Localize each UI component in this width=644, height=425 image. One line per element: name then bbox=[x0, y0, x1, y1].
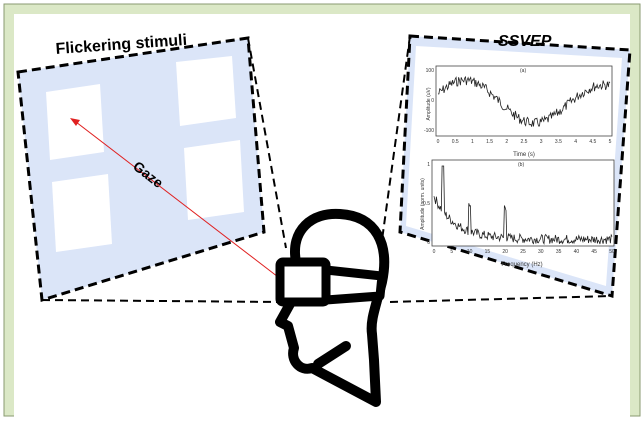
plot-b-x-tick-label: 20 bbox=[502, 249, 508, 255]
gaze-arrowhead bbox=[70, 118, 80, 126]
plot-a-x-tick-label: 0 bbox=[437, 139, 440, 145]
plot-b-y-tick-label: 0.5 bbox=[423, 201, 430, 207]
plot-a-x-tick-label: 5 bbox=[609, 139, 612, 145]
plot-a-y-tick-label: 100 bbox=[426, 68, 435, 74]
plot-a-y-tick-label: -100 bbox=[424, 128, 434, 134]
headset-visor bbox=[275, 257, 331, 307]
plot-a-axes bbox=[435, 65, 613, 137]
plot-a-x-tick-label: 0.5 bbox=[452, 139, 459, 145]
plot-b-trace bbox=[433, 165, 613, 246]
plot-a-x-tick-label: 2 bbox=[505, 139, 508, 145]
plot-b-axes bbox=[431, 159, 615, 247]
plot-a-x-tick-label: 4.5 bbox=[589, 139, 596, 145]
plot-a-x-tick-label: 1 bbox=[471, 139, 474, 145]
plot-a-x-tick-label: 4 bbox=[574, 139, 577, 145]
plot-b-x-tick-label: 10 bbox=[467, 249, 473, 255]
plot-a-x-tick-label: 3 bbox=[540, 139, 543, 145]
projection-lines bbox=[41, 35, 613, 303]
stimulus-square-bottom-left bbox=[52, 174, 112, 252]
plot-a-yticks: -100 0 100 bbox=[424, 68, 434, 134]
plot-b-x-tick-label: 30 bbox=[538, 249, 544, 255]
plot-a-ylabel: Amplitude (uV) bbox=[426, 87, 432, 120]
plot-b: (b) Amplitude (norm. units) Frequency (H… bbox=[420, 159, 615, 268]
plot-b-x-tick-label: 0 bbox=[433, 249, 436, 255]
plot-a-trace bbox=[437, 75, 611, 127]
ssvep-panel-title: SSVEP bbox=[498, 33, 552, 50]
plot-b-x-tick-label: 35 bbox=[556, 249, 562, 255]
plot-b-label: (b) bbox=[518, 162, 524, 168]
stimulus-square-top-right bbox=[176, 56, 236, 126]
projection-line-ssvep-top bbox=[381, 35, 411, 241]
plot-a-y-tick-label: 0 bbox=[431, 98, 434, 104]
plot-b-yticks: 00.51 bbox=[423, 162, 430, 246]
plot-a-x-tick-label: 1.5 bbox=[486, 139, 493, 145]
plot-b-xlabel: Frequency (Hz) bbox=[501, 262, 542, 268]
gaze-line bbox=[75, 121, 283, 281]
plot-a-xticks: 0 0.5 1 1.5 2 2.5 3 3.5 4 4.5 5 bbox=[437, 139, 612, 145]
ssvep-panel: SSVEP (a) Amplitude (uV) Time (s) 0 0.5 1 1… bbox=[398, 33, 632, 298]
headset-strap bbox=[321, 265, 387, 305]
plot-b-x-tick-label: 15 bbox=[485, 249, 491, 255]
plot-b-ylabel: Amplitude (norm. units) bbox=[420, 178, 426, 230]
plot-b-x-tick-label: 5 bbox=[450, 249, 453, 255]
vr-headset-icon bbox=[275, 257, 387, 307]
plot-b-x-tick-label: 40 bbox=[574, 249, 580, 255]
plot-b-y-tick-label: 1 bbox=[427, 162, 430, 168]
projection-line-ssvep-bottom bbox=[389, 295, 613, 303]
stimulus-square-bottom-right bbox=[184, 140, 244, 220]
projection-line-stimuli-bottom bbox=[41, 299, 281, 303]
plot-a: (a) Amplitude (uV) Time (s) 0 0.5 1 1.5 2 2.5… bbox=[424, 65, 613, 158]
plot-b-x-tick-label: 45 bbox=[591, 249, 597, 255]
mouth-line bbox=[313, 341, 351, 369]
plot-b-xticks: 0 5 10 15 20 25 30 35 40 45 50 bbox=[433, 249, 615, 255]
projection-line-stimuli-top bbox=[247, 37, 287, 249]
plot-b-y-tick-label: 0 bbox=[427, 240, 430, 246]
plot-a-xlabel: Time (s) bbox=[513, 152, 535, 158]
plot-a-x-tick-label: 2.5 bbox=[521, 139, 528, 145]
plot-a-label: (a) bbox=[520, 68, 526, 74]
plot-b-x-tick-label: 50 bbox=[609, 249, 615, 255]
plot-b-x-tick-label: 25 bbox=[520, 249, 526, 255]
plot-a-x-tick-label: 3.5 bbox=[555, 139, 562, 145]
